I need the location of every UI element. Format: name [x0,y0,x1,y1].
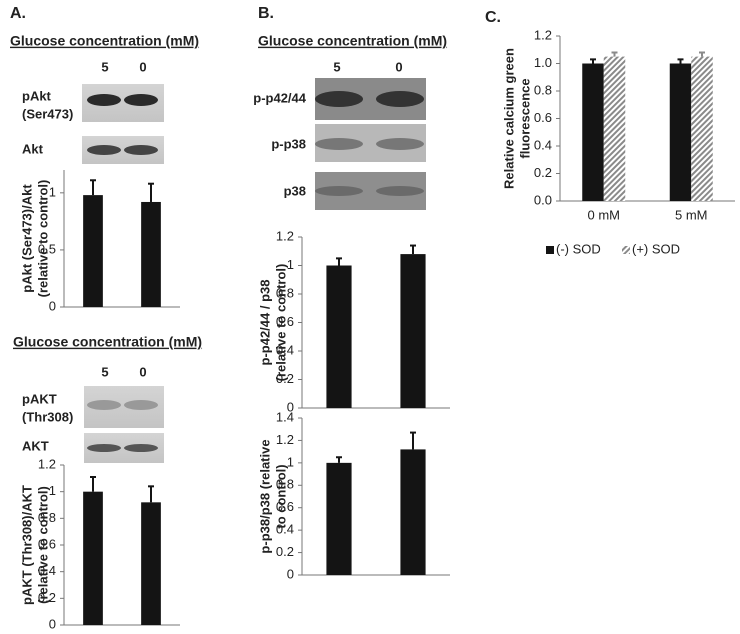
bar [83,195,103,307]
band [376,138,424,150]
y-tick-label: 0.2 [534,165,552,180]
y-tick-label: 0.2 [38,590,56,605]
y-tick-label: 0.4 [38,563,56,578]
y-axis-label: pAkt (Ser473)/Akt [19,184,34,293]
blot-label: pAkt [22,88,52,103]
y-axis-label: p-p38/p38 (relative [257,439,272,553]
panel-label: A. [10,5,26,22]
y-tick-label: 1.2 [276,228,294,243]
band [315,91,363,107]
y-tick-label: 0.6 [276,314,294,329]
blot-label: (Thr308) [22,409,73,424]
y-tick-label: 0.6 [276,499,294,514]
y-tick-label: 0.5 [38,241,56,256]
y-axis-label: (relative to control) [273,264,288,382]
band [376,91,424,107]
y-tick-label: 0.0 [534,192,552,207]
bar [582,63,604,201]
y-tick-label: 0 [49,298,56,313]
band [315,186,363,196]
y-tick-label: 1 [49,184,56,199]
blot-label: pAKT [22,391,57,406]
bar [669,63,692,201]
y-tick-label: 0 [49,616,56,631]
y-tick-label: 1.0 [534,55,552,70]
lane-label: 5 [333,59,340,74]
blot-label: p-p42/44 [253,90,307,105]
legend-label: (+) SOD [632,241,680,256]
band [87,444,121,452]
panel-label: C. [485,9,501,26]
x-tick-label: 0 mM [588,207,621,222]
legend-label: (-) SOD [556,241,601,256]
y-tick-label: 0.6 [38,536,56,551]
y-tick-label: 1 [49,483,56,498]
blot-label: AKT [22,438,49,453]
lane-label: 0 [395,59,402,74]
heading: Glucose concentration (mM) [10,33,199,49]
legend-swatch [546,246,554,254]
bar [691,56,713,201]
legend-swatch [622,246,630,254]
y-tick-label: 0 [287,399,294,414]
bar [326,265,352,408]
band [315,138,363,150]
bar [603,56,626,201]
bar [400,449,426,575]
y-axis-label: to control) [273,464,288,528]
y-tick-label: 0 [287,566,294,581]
y-tick-label: 1 [287,257,294,272]
band [376,186,424,196]
y-tick-label: 0.2 [276,544,294,559]
bar [400,254,426,408]
bar [326,462,352,575]
y-tick-label: 0.8 [534,82,552,97]
lane-label: 5 [101,59,108,74]
y-tick-label: 0.8 [276,285,294,300]
y-tick-label: 0.2 [276,371,294,386]
y-tick-label: 0.8 [38,510,56,525]
y-tick-label: 0.4 [276,522,294,537]
band [87,94,121,106]
blot-label: p38 [284,183,306,198]
blot-label: (Ser473) [22,106,73,121]
y-tick-label: 0.4 [534,137,552,152]
x-tick-label: 5 mM [675,207,708,222]
band [124,400,158,410]
y-axis-label: (relative to control) [35,180,50,298]
blot-label: Akt [22,141,44,156]
y-tick-label: 1.2 [534,27,552,42]
band [87,145,121,155]
band [124,94,158,106]
y-axis-label: pAKT (Thr308)/AKT [19,485,34,605]
band [124,444,158,452]
y-tick-label: 0.6 [534,110,552,125]
y-tick-label: 1 [287,454,294,469]
band [124,145,158,155]
bar [83,491,103,625]
panel-label: B. [258,5,274,22]
y-axis-label: (relative to control) [35,486,50,604]
blot-label: p-p38 [271,136,306,151]
y-tick-label: 1.4 [276,409,294,424]
y-tick-label: 0.8 [276,477,294,492]
y-tick-label: 1.2 [38,456,56,471]
bar [141,502,161,625]
lane-label: 5 [101,364,108,379]
lane-label: 0 [139,364,146,379]
y-tick-label: 0.4 [276,342,294,357]
y-axis-label: fluorescence [517,78,532,158]
heading: Glucose concentration (mM) [13,334,202,350]
heading: Glucose concentration (mM) [258,33,447,49]
band [87,400,121,410]
y-axis-label: p-p42/44 / p38 [257,280,272,366]
bar [141,201,161,307]
y-tick-label: 1.2 [276,432,294,447]
lane-label: 0 [139,59,146,74]
y-axis-label: Relative calcium green [501,48,516,189]
